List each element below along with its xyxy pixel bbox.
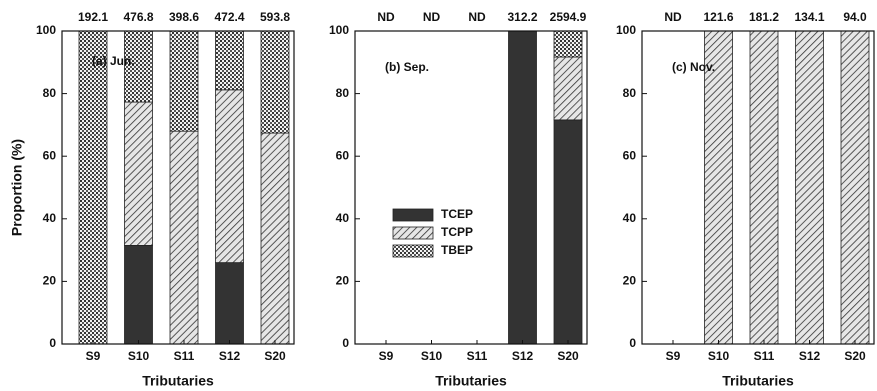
legend-swatch: [392, 226, 434, 240]
y-tick-label: 60: [623, 148, 637, 162]
legend-swatch: [392, 208, 434, 222]
bar-segment: [553, 30, 583, 58]
bar-segment: [78, 30, 108, 345]
bar-segment: [124, 30, 153, 103]
x-tick-label: S9: [86, 349, 101, 363]
top-label: 181.2: [749, 10, 779, 24]
top-label: 94.0: [843, 10, 867, 24]
y-tick-label: 40: [43, 211, 57, 225]
legend-label: TCEP: [441, 207, 473, 221]
top-label: 312.2: [507, 10, 537, 24]
y-tick-label: 60: [336, 148, 350, 162]
top-label: 121.6: [703, 10, 733, 24]
top-label: ND: [664, 10, 682, 24]
top-label: 476.8: [123, 10, 153, 24]
top-label: 192.1: [78, 10, 108, 24]
x-tick-label: S20: [264, 349, 286, 363]
bar-segment: [124, 101, 153, 246]
plot-frame: [61, 30, 295, 345]
bar-segment: [508, 30, 537, 345]
x-axis-label: Tributaries: [435, 373, 507, 389]
y-tick-label: 0: [629, 336, 636, 350]
x-tick-label: S20: [557, 349, 579, 363]
x-tick-label: S12: [219, 349, 241, 363]
bar-segment: [553, 56, 583, 121]
top-label: ND: [423, 10, 441, 24]
bar-segment: [840, 30, 870, 345]
bar-segment: [169, 30, 199, 132]
panel-title: (a) Jun.: [92, 54, 135, 68]
x-tick-label: S10: [708, 349, 730, 363]
bar-segment: [215, 30, 244, 91]
bar-segment: [169, 130, 199, 345]
bar-segment: [215, 89, 244, 264]
y-tick-label: 80: [336, 86, 350, 100]
plot-frame: [641, 30, 875, 345]
x-tick-label: S10: [128, 349, 150, 363]
top-label: ND: [377, 10, 395, 24]
y-tick-label: 40: [336, 211, 350, 225]
top-label: 472.4: [214, 10, 244, 24]
x-tick-label: S9: [379, 349, 394, 363]
x-tick-label: S10: [421, 349, 443, 363]
x-tick-label: S12: [512, 349, 534, 363]
y-tick-label: 100: [36, 23, 56, 37]
top-label: ND: [468, 10, 486, 24]
top-label: 134.1: [794, 10, 824, 24]
y-tick-label: 100: [329, 23, 349, 37]
bar-segment: [749, 30, 779, 345]
y-tick-label: 0: [49, 336, 56, 350]
y-axis-label: Proportion (%): [9, 139, 25, 236]
legend-label: TBEP: [441, 243, 473, 257]
x-tick-label: S12: [799, 349, 821, 363]
y-tick-label: 100: [616, 23, 636, 37]
y-tick-label: 80: [43, 86, 57, 100]
y-tick-label: 60: [43, 148, 57, 162]
y-tick-label: 40: [623, 211, 637, 225]
y-tick-label: 20: [43, 274, 57, 288]
bar-segment: [260, 132, 290, 345]
legend-label: TCPP: [441, 225, 473, 239]
panel-title: (c) Nov.: [672, 60, 715, 74]
legend-swatch: [392, 244, 434, 258]
x-axis-label: Tributaries: [142, 373, 214, 389]
bar-segment: [704, 30, 733, 345]
bar-segment: [124, 245, 153, 345]
x-tick-label: S9: [666, 349, 681, 363]
x-axis-label: Tributaries: [722, 373, 794, 389]
bar-segment: [553, 119, 583, 345]
x-tick-label: S11: [754, 349, 775, 363]
x-tick-label: S20: [844, 349, 866, 363]
y-tick-label: 20: [623, 274, 637, 288]
y-tick-label: 20: [336, 274, 350, 288]
bar-segment: [260, 30, 290, 134]
y-tick-label: 0: [342, 336, 349, 350]
bar-segment: [795, 30, 824, 345]
top-label: 398.6: [169, 10, 199, 24]
top-label: 593.8: [260, 10, 290, 24]
top-label: 2594.9: [550, 10, 587, 24]
x-tick-label: S11: [174, 349, 195, 363]
plot-frame: [354, 30, 588, 345]
panel-title: (b) Sep.: [385, 60, 429, 74]
y-tick-label: 80: [623, 86, 637, 100]
bar-segment: [215, 262, 244, 345]
x-tick-label: S11: [467, 349, 488, 363]
